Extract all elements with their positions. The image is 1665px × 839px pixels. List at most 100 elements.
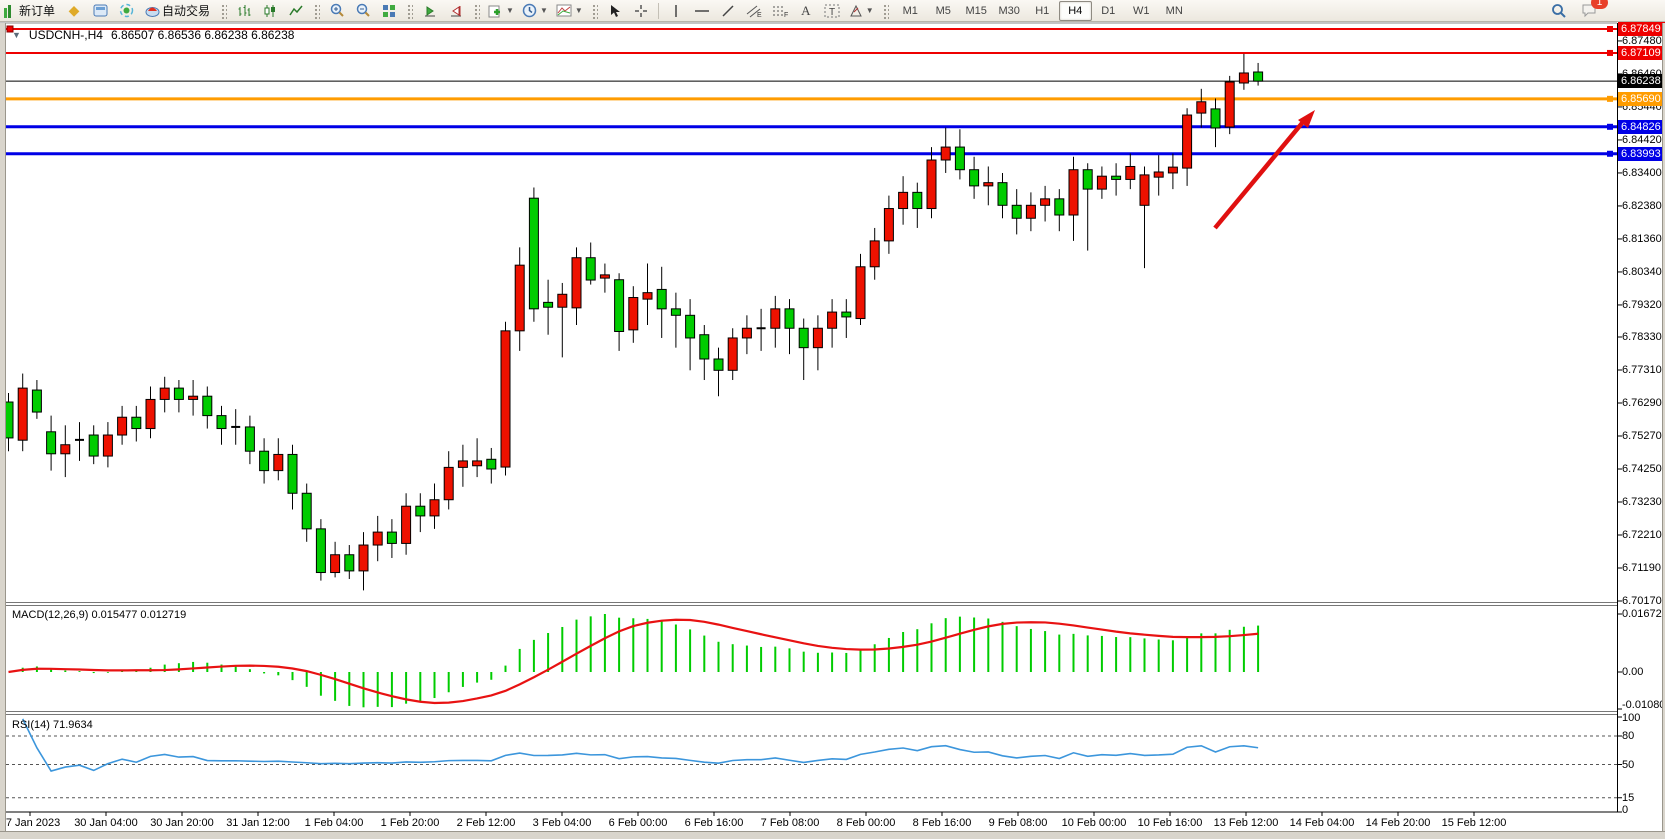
signals-icon[interactable]	[114, 1, 138, 21]
line-handle[interactable]	[1607, 123, 1613, 130]
chart-shift-button[interactable]	[444, 1, 468, 21]
toolbar-grip	[881, 2, 889, 19]
line-handle[interactable]	[1607, 150, 1613, 157]
line-chart-button[interactable]	[284, 1, 308, 21]
time-axis-label: 8 Feb 00:00	[836, 817, 896, 829]
candle	[741, 327, 752, 339]
chat-icon[interactable]: 1	[1577, 0, 1608, 21]
time-axis-label: 30 Jan 04:00	[74, 817, 138, 829]
metaeditor-icon[interactable]: ◆	[68, 2, 80, 18]
timeframe-mn-button[interactable]: MN	[1165, 4, 1183, 17]
candle	[827, 311, 838, 329]
timeframe-m15-button[interactable]: M15	[965, 4, 987, 17]
candlestick-chart-button[interactable]	[258, 1, 282, 21]
crosshair-button[interactable]	[629, 1, 653, 21]
text-button[interactable]: A	[801, 2, 811, 18]
zoom-in-button[interactable]	[325, 1, 349, 21]
zoom-out-button[interactable]	[351, 1, 375, 21]
line-handle[interactable]	[1607, 49, 1613, 56]
candle	[202, 395, 213, 417]
candle	[315, 528, 326, 574]
line-handle[interactable]	[6, 25, 14, 33]
time-axis-label: 1 Feb 20:00	[380, 817, 440, 829]
arrows-shapes-button[interactable]: ▼	[846, 1, 877, 21]
new-order-button[interactable]: 新订单	[19, 4, 56, 18]
time-axis-label: 31 Jan 12:00	[226, 817, 290, 829]
macd-indicator-label: MACD(12,26,9) 0.015477 0.012719	[12, 609, 187, 621]
price-tag: 6.84826	[1618, 119, 1665, 134]
toolbar-grip	[220, 2, 228, 19]
chevron-down-icon[interactable]: ▼	[12, 30, 21, 40]
candle	[1068, 169, 1079, 216]
candle	[912, 191, 923, 210]
auto-scroll-button[interactable]	[418, 1, 442, 21]
window-border-right	[1662, 23, 1665, 831]
rsi-indicator-label: RSI(14) 71.9634	[12, 719, 93, 731]
vertical-line-button[interactable]	[664, 1, 688, 21]
candle	[685, 314, 696, 339]
candle	[102, 434, 113, 457]
timeframe-m1-button[interactable]: M1	[902, 4, 918, 17]
timeframe-m5-button[interactable]: M5	[935, 4, 951, 17]
price-tick-label: 6.83400	[1622, 166, 1662, 179]
price-tick-label: 6.84420	[1622, 133, 1662, 146]
tile-windows-button[interactable]	[377, 1, 401, 21]
candle	[1025, 204, 1036, 219]
autotrading-button[interactable]: 自动交易	[140, 1, 215, 21]
candle	[514, 264, 525, 332]
horizontal-line-button[interactable]	[690, 1, 714, 21]
time-axis-label: 27 Jan 2023	[0, 817, 61, 829]
search-icon[interactable]	[1547, 1, 1571, 21]
price-tick-label: 6.80340	[1622, 265, 1662, 278]
rsi-level-label: 50	[1622, 758, 1635, 771]
time-axis-label: 2 Feb 12:00	[456, 817, 516, 829]
candle	[457, 460, 468, 468]
new-chart-button[interactable]: ▼	[485, 1, 517, 21]
candle	[273, 453, 284, 472]
candle	[614, 279, 625, 332]
trend-arrow[interactable]	[1213, 110, 1315, 230]
candle	[330, 554, 341, 574]
time-axis-label: 15 Feb 12:00	[1441, 817, 1507, 829]
timeframe-d1-button[interactable]: D1	[1101, 4, 1116, 17]
candle	[557, 293, 568, 308]
candle	[1153, 171, 1164, 178]
time-axis-label: 10 Feb 00:00	[1061, 817, 1127, 829]
bar-chart-button[interactable]	[232, 1, 256, 21]
horizontal-price-lines[interactable]	[6, 25, 1617, 157]
candle	[1054, 198, 1065, 216]
time-axis-label: 9 Feb 08:00	[988, 817, 1048, 829]
text-label-button[interactable]: T	[820, 1, 844, 21]
candle	[259, 450, 270, 472]
line-handle[interactable]	[1607, 26, 1613, 32]
rsi-levels	[6, 735, 1617, 799]
cursor-button[interactable]	[603, 1, 627, 21]
candle	[1196, 101, 1207, 114]
time-axis-label: 14 Feb 20:00	[1365, 817, 1431, 829]
candle	[301, 492, 312, 530]
timeframe-h1-button[interactable]: H1	[1035, 4, 1050, 17]
equidistant-channel-button[interactable]: E	[742, 1, 766, 21]
timeframe-m30-button[interactable]: M30	[998, 4, 1020, 17]
trendline-button[interactable]	[716, 1, 740, 21]
candle	[415, 505, 426, 517]
toolbar-separator	[657, 2, 659, 19]
line-handle[interactable]	[1607, 95, 1613, 102]
candle	[244, 426, 255, 452]
candle	[287, 453, 298, 494]
ohlc-values: 6.86507 6.86536 6.86238 6.86238	[110, 28, 295, 42]
terminal-window-icon[interactable]	[88, 1, 112, 21]
time-axis-label: 13 Feb 12:00	[1213, 817, 1279, 829]
periods-button[interactable]: ▼	[519, 1, 551, 21]
candle	[17, 387, 28, 441]
candle	[46, 431, 57, 455]
time-axis-label: 1 Feb 04:00	[304, 817, 364, 829]
price-tick-label: 6.77310	[1622, 363, 1662, 376]
fibonacci-button[interactable]: F	[768, 1, 792, 21]
timeframe-w1-button[interactable]: W1	[1132, 4, 1150, 17]
templates-button[interactable]: ▼	[553, 1, 586, 21]
candle	[216, 415, 227, 430]
timeframe-h4-button[interactable]: H4	[1058, 0, 1092, 21]
candle	[486, 458, 497, 470]
